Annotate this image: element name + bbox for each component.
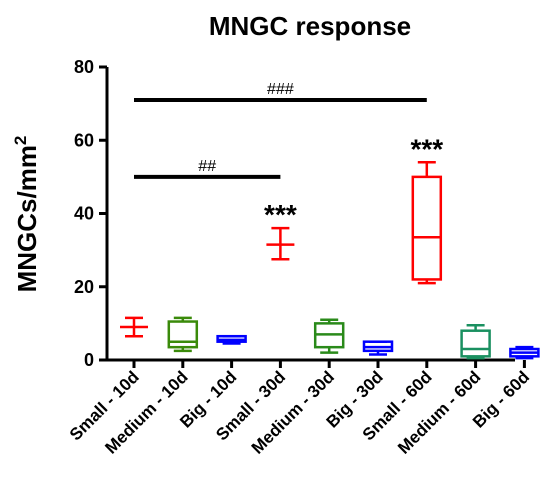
y-axis: 0 20 40 60 80 (74, 57, 109, 370)
box-7 (411, 160, 443, 285)
box-2 (167, 316, 199, 353)
y-axis-label: MNGCs/mm2 (11, 136, 42, 293)
chart-title: MNGC response (209, 11, 411, 41)
y-tick-label: 60 (74, 130, 94, 150)
iqr-box (411, 175, 443, 281)
y-tick-label: 80 (74, 57, 94, 77)
iqr-box (460, 329, 491, 358)
box-3 (216, 334, 247, 345)
box-8 (460, 323, 491, 360)
box-1 (120, 316, 148, 338)
y-axis-label-text: MNGCs/mm (12, 145, 42, 292)
iqr-box (167, 320, 199, 349)
y-axis-label-superscript: 2 (11, 136, 30, 145)
boxes-layer (120, 160, 540, 360)
box-6 (362, 340, 394, 356)
comparison-label: ### (267, 81, 294, 98)
annotations-layer: #####****** (134, 81, 443, 230)
significance-stars: *** (264, 199, 297, 230)
comparison-label: ## (198, 158, 216, 175)
box-9 (509, 345, 540, 360)
box-5 (313, 318, 345, 354)
significance-stars: *** (410, 133, 443, 164)
box-4 (266, 226, 295, 261)
y-tick-label: 0 (84, 350, 94, 370)
y-tick-label: 20 (74, 277, 94, 297)
y-tick-label: 40 (74, 204, 94, 224)
